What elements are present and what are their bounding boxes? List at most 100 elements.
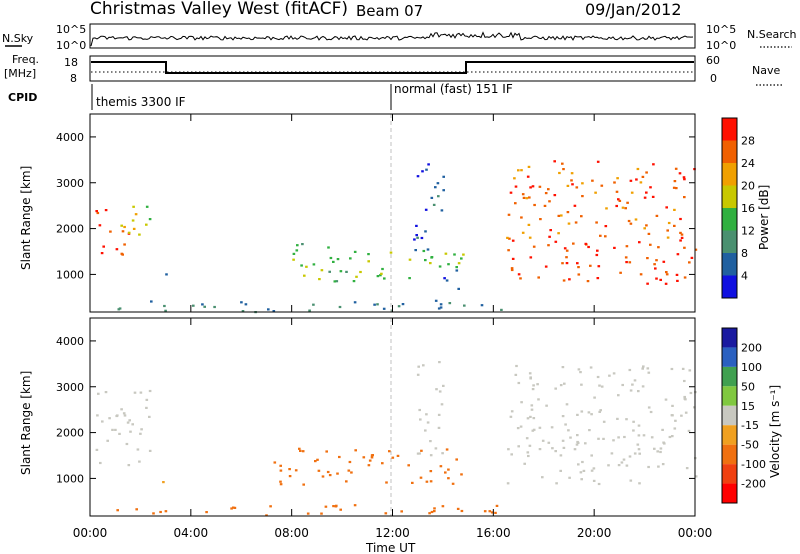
- data-cell: [433, 507, 436, 510]
- data-cell: [462, 253, 465, 256]
- data-cell: [629, 479, 633, 482]
- power-colorbar-tick: 20: [741, 180, 755, 193]
- data-cell: [354, 449, 357, 452]
- data-cell: [520, 216, 523, 219]
- data-cell: [425, 480, 429, 483]
- data-cell: [440, 209, 444, 212]
- data-cell: [442, 175, 445, 178]
- data-cell: [647, 232, 651, 235]
- data-cell: [638, 452, 641, 455]
- data-cell: [527, 454, 530, 458]
- data-cell: [279, 464, 282, 467]
- data-cell: [345, 270, 348, 273]
- data-cell: [527, 165, 531, 168]
- data-cell: [646, 257, 649, 260]
- data-cell: [683, 397, 687, 400]
- data-cell: [338, 455, 341, 459]
- data-cell: [693, 406, 696, 409]
- data-cell: [573, 448, 577, 451]
- data-cell: [629, 222, 633, 225]
- nsky-right-tick-bottom: 10^0: [706, 39, 736, 52]
- data-cell: [577, 266, 580, 269]
- data-cell: [510, 267, 514, 270]
- nsky-tick-bottom: 10^0: [56, 39, 86, 52]
- data-cell: [530, 408, 534, 411]
- data-cell: [320, 269, 324, 272]
- data-cell: [661, 428, 664, 431]
- station-title: Christmas Valley West (fitACF): [90, 0, 348, 19]
- data-cell: [272, 310, 276, 313]
- data-cell: [528, 196, 531, 199]
- beam-label: Beam 07: [356, 2, 423, 20]
- data-cell: [561, 415, 565, 418]
- data-cell: [683, 246, 686, 249]
- data-cell: [325, 450, 328, 453]
- data-cell: [430, 196, 434, 199]
- data-cell: [593, 396, 596, 399]
- velocity-colorbar-tick: 100: [741, 361, 762, 374]
- power-colorbar: 4 8 12 16 20 24 28: [721, 117, 755, 299]
- data-cell: [299, 449, 302, 452]
- data-cell: [121, 230, 125, 233]
- data-cell: [150, 300, 153, 303]
- data-cell: [114, 428, 117, 431]
- freq-strip: Freq. [MHz] 18 8 60 0 Nave: [4, 53, 782, 86]
- data-cell: [544, 192, 548, 195]
- data-cell: [519, 277, 522, 280]
- data-cell: [401, 303, 405, 306]
- data-cell: [427, 163, 430, 166]
- data-cell: [528, 372, 532, 375]
- data-cell: [683, 395, 686, 399]
- data-cell: [527, 223, 531, 226]
- data-cell: [100, 252, 104, 255]
- data-cell: [416, 452, 420, 455]
- data-cell: [575, 443, 579, 446]
- data-cell: [367, 464, 371, 467]
- data-cell: [617, 464, 621, 467]
- data-cell: [563, 247, 567, 250]
- power-colorbar-tick: 8: [741, 247, 748, 260]
- data-cell: [318, 278, 321, 281]
- data-cell: [415, 224, 418, 227]
- data-cell: [600, 385, 604, 388]
- data-cell: [383, 277, 386, 280]
- data-cell: [641, 367, 644, 370]
- data-cell: [145, 398, 149, 401]
- data-cell: [664, 282, 668, 285]
- power-colorbar-tick: 16: [741, 202, 755, 215]
- data-cell: [349, 257, 352, 260]
- data-cell: [616, 177, 619, 180]
- velocity-colorbar-tick: 50: [741, 380, 755, 393]
- data-cell: [131, 423, 134, 426]
- data-cell: [460, 473, 463, 476]
- data-cell: [590, 469, 594, 472]
- data-cell: [138, 460, 141, 463]
- data-cell: [104, 391, 108, 394]
- data-cell: [353, 301, 357, 304]
- data-cell: [419, 418, 422, 421]
- data-cell: [381, 462, 384, 465]
- data-cell: [434, 186, 437, 189]
- data-cell: [569, 436, 572, 439]
- data-cell: [620, 461, 624, 464]
- data-cell: [192, 304, 195, 307]
- data-cell: [576, 262, 579, 265]
- data-cell: [429, 262, 432, 265]
- data-cell: [661, 463, 665, 466]
- data-cell: [659, 278, 662, 281]
- data-cell: [553, 194, 557, 197]
- data-cell: [132, 227, 136, 230]
- data-cell: [127, 231, 131, 234]
- data-cell: [629, 179, 633, 182]
- data-cell: [139, 432, 142, 435]
- data-cell: [617, 394, 620, 397]
- range-tick-label: 4000: [56, 131, 84, 144]
- data-cell: [441, 452, 444, 455]
- data-cell: [580, 215, 583, 218]
- data-cell: [382, 307, 386, 310]
- data-cell: [300, 264, 303, 267]
- data-cell: [570, 179, 573, 182]
- data-cell: [334, 505, 338, 508]
- data-cell: [664, 398, 668, 401]
- data-cell: [559, 469, 562, 472]
